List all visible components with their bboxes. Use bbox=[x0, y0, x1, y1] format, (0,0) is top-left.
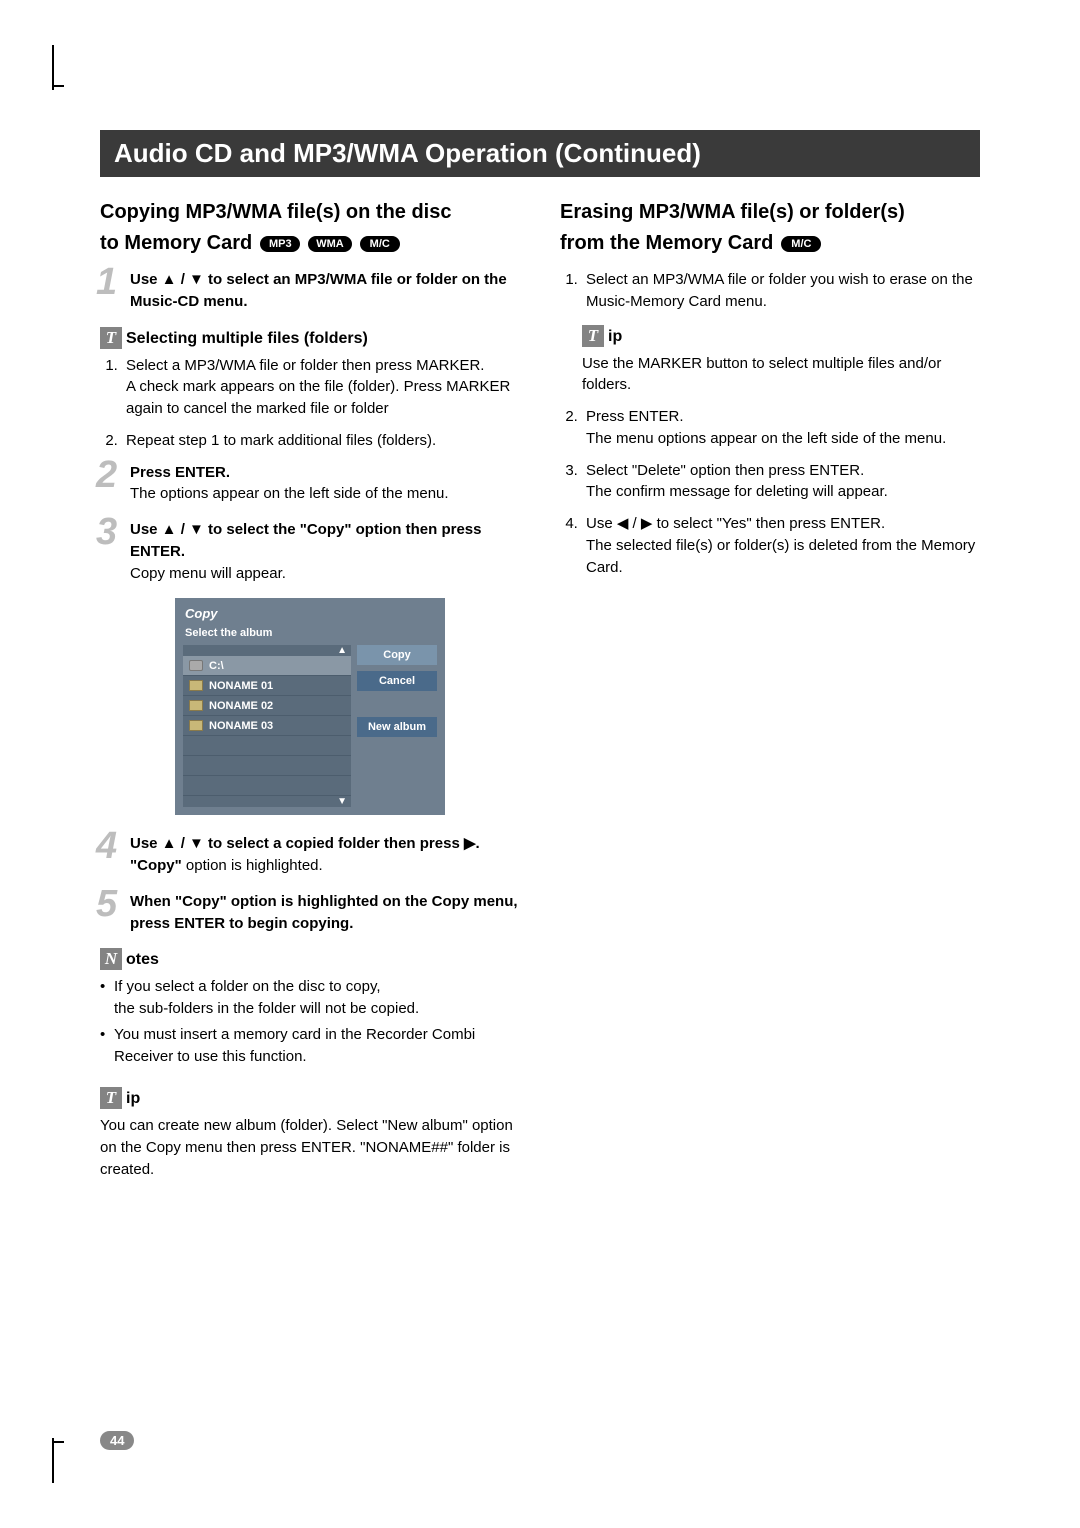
folder-icon bbox=[189, 720, 203, 731]
list-item: Repeat step 1 to mark additional files (… bbox=[122, 430, 520, 452]
step-number: 5 bbox=[96, 885, 117, 923]
list-text: Press ENTER. bbox=[586, 408, 684, 425]
menu-button-cancel: Cancel bbox=[357, 671, 437, 691]
file-label: C:\ bbox=[209, 660, 224, 672]
crop-mark bbox=[52, 1438, 54, 1483]
subheading-text: to Memory Card bbox=[100, 232, 252, 255]
tip-label: ip bbox=[608, 328, 622, 346]
crop-mark bbox=[52, 1441, 64, 1443]
file-label: NONAME 02 bbox=[209, 700, 273, 712]
list-item: Press ENTER. The menu options appear on … bbox=[582, 406, 980, 450]
section-heading: Copying MP3/WMA file(s) on the disc bbox=[100, 201, 520, 224]
file-row: NONAME 01 bbox=[183, 676, 351, 696]
section-subheading: from the Memory Card M/C bbox=[560, 232, 980, 255]
crop-mark bbox=[52, 85, 64, 87]
tip-text: Use the MARKER button to select multiple… bbox=[582, 353, 980, 397]
step-number: 4 bbox=[96, 827, 117, 865]
steps-list: Press ENTER. The menu options appear on … bbox=[560, 406, 980, 578]
scroll-up-icon: ▲ bbox=[183, 645, 351, 656]
tip-heading: T Selecting multiple files (folders) bbox=[100, 327, 520, 349]
section-heading: Erasing MP3/WMA file(s) or folder(s) bbox=[560, 201, 980, 224]
list-text: Select a MP3/WMA file or folder then pre… bbox=[126, 357, 484, 374]
step-bold: Press ENTER. bbox=[130, 464, 230, 481]
step-number: 2 bbox=[96, 456, 117, 494]
list-item: Select "Delete" option then press ENTER.… bbox=[582, 460, 980, 504]
menu-button-new-album: New album bbox=[357, 717, 437, 737]
menu-button-copy: Copy bbox=[357, 645, 437, 665]
tip-icon: T bbox=[100, 327, 122, 349]
tip-text: You can create new album (folder). Selec… bbox=[100, 1115, 520, 1180]
page-title: Audio CD and MP3/WMA Operation (Continue… bbox=[100, 130, 980, 177]
menu-title: Copy bbox=[179, 602, 441, 625]
step-text: Use ▲ / ▼ to select an MP3/WMA file or f… bbox=[130, 271, 507, 310]
file-row: NONAME 02 bbox=[183, 696, 351, 716]
list-item: Select a MP3/WMA file or folder then pre… bbox=[122, 355, 520, 420]
list-item: Use ◀ / ▶ to select "Yes" then press ENT… bbox=[582, 513, 980, 578]
step-bold: Use ▲ / ▼ to select a copied folder then… bbox=[130, 835, 480, 852]
file-row: C:\ bbox=[183, 656, 351, 676]
list-text: The menu options appear on the left side… bbox=[586, 430, 946, 447]
format-pill-mc: M/C bbox=[360, 236, 400, 252]
file-label: NONAME 03 bbox=[209, 720, 273, 732]
format-pill-mc: M/C bbox=[781, 236, 821, 252]
step-number: 3 bbox=[96, 513, 117, 551]
list-text: A check mark appears on the file (folder… bbox=[126, 378, 510, 417]
tip-label: ip bbox=[126, 1090, 140, 1108]
file-row bbox=[183, 756, 351, 776]
list-text: The selected file(s) or folder(s) is del… bbox=[586, 537, 975, 576]
left-column: Copying MP3/WMA file(s) on the disc to M… bbox=[100, 201, 520, 1181]
step-text: option is highlighted. bbox=[182, 857, 323, 874]
scroll-down-icon: ▼ bbox=[183, 796, 351, 807]
notes-label: otes bbox=[126, 951, 159, 969]
tip-heading: T ip bbox=[582, 325, 980, 347]
step-5: 5 When "Copy" option is highlighted on t… bbox=[100, 891, 520, 935]
format-pill-mp3: MP3 bbox=[260, 236, 300, 252]
note-icon: N bbox=[100, 948, 122, 970]
sub-heading: Selecting multiple files (folders) bbox=[126, 330, 368, 348]
step-text-bold: "Copy" bbox=[130, 857, 182, 874]
list-text: Use ◀ / ▶ to select "Yes" then press ENT… bbox=[586, 515, 885, 532]
copy-menu-screenshot: Copy Select the album ▲ C:\ NONAME 01 NO… bbox=[175, 598, 445, 815]
folder-icon bbox=[189, 700, 203, 711]
page-number: 44 bbox=[100, 1431, 134, 1450]
right-column: Erasing MP3/WMA file(s) or folder(s) fro… bbox=[560, 201, 980, 1181]
folder-icon bbox=[189, 680, 203, 691]
subheading-text: from the Memory Card bbox=[560, 232, 773, 255]
step-text: Copy menu will appear. bbox=[130, 565, 286, 582]
sub-steps-list: Select a MP3/WMA file or folder then pre… bbox=[100, 355, 520, 452]
step-3: 3 Use ▲ / ▼ to select the "Copy" option … bbox=[100, 519, 520, 584]
section-subheading: to Memory Card MP3 WMA M/C bbox=[100, 232, 520, 255]
steps-list: Select an MP3/WMA file or folder you wis… bbox=[560, 269, 980, 313]
list-item: Select an MP3/WMA file or folder you wis… bbox=[582, 269, 980, 313]
menu-buttons: Copy Cancel New album bbox=[357, 645, 437, 807]
menu-subtitle: Select the album bbox=[179, 625, 441, 645]
file-list: ▲ C:\ NONAME 01 NONAME 02 NONAME 03 ▼ bbox=[183, 645, 351, 807]
format-pill-wma: WMA bbox=[308, 236, 352, 252]
note-text: If you select a folder on the disc to co… bbox=[114, 978, 381, 995]
crop-mark bbox=[52, 45, 54, 90]
list-text: Select "Delete" option then press ENTER. bbox=[586, 462, 864, 479]
step-bold: Use ▲ / ▼ to select the "Copy" option th… bbox=[130, 521, 481, 560]
tip-icon: T bbox=[582, 325, 604, 347]
note-text: the sub-folders in the folder will not b… bbox=[114, 1000, 419, 1017]
step-number: 1 bbox=[96, 263, 117, 301]
notes-heading: N otes bbox=[100, 948, 520, 970]
drive-icon bbox=[189, 660, 203, 671]
file-row bbox=[183, 736, 351, 756]
file-label: NONAME 01 bbox=[209, 680, 273, 692]
step-1: 1 Use ▲ / ▼ to select an MP3/WMA file or… bbox=[100, 269, 520, 313]
list-item: If you select a folder on the disc to co… bbox=[100, 976, 520, 1020]
file-row: NONAME 03 bbox=[183, 716, 351, 736]
notes-list: If you select a folder on the disc to co… bbox=[100, 976, 520, 1067]
file-row bbox=[183, 776, 351, 796]
tip-icon: T bbox=[100, 1087, 122, 1109]
list-item: You must insert a memory card in the Rec… bbox=[100, 1024, 520, 1068]
step-4: 4 Use ▲ / ▼ to select a copied folder th… bbox=[100, 833, 520, 877]
step-bold: When "Copy" option is highlighted on the… bbox=[130, 893, 518, 932]
step-2: 2 Press ENTER. The options appear on the… bbox=[100, 462, 520, 506]
list-text: The confirm message for deleting will ap… bbox=[586, 483, 888, 500]
step-text: The options appear on the left side of t… bbox=[130, 485, 449, 502]
tip-heading: T ip bbox=[100, 1087, 520, 1109]
